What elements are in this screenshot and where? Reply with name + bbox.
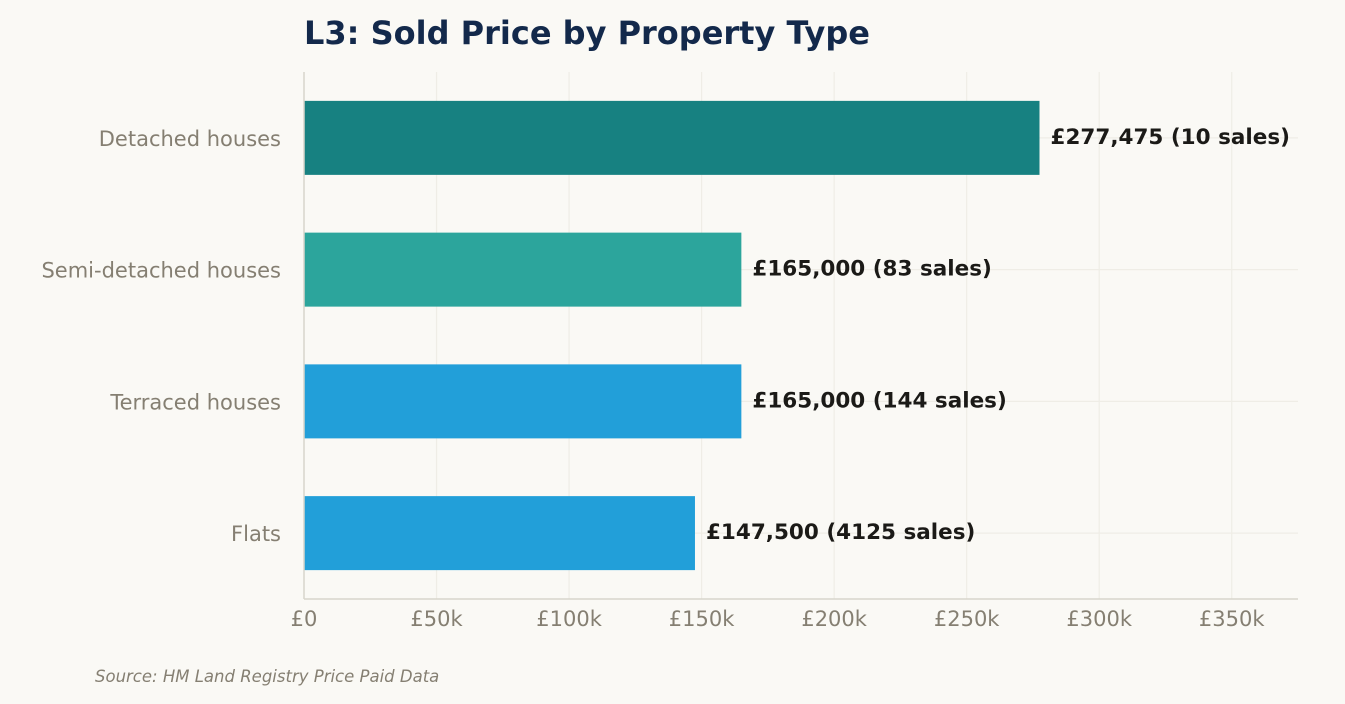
x-tick-label: £100k <box>536 607 602 631</box>
x-tick-label: £350k <box>1199 607 1265 631</box>
x-axis-ticks: £0 £50k £100k £150k £200k £250k £300k £350k <box>291 607 1266 631</box>
category-label: Terraced houses <box>109 390 281 414</box>
bar <box>304 496 695 571</box>
bar <box>304 100 1040 175</box>
category-label: Flats <box>231 522 281 546</box>
value-label: £165,000 (83 sales) <box>752 257 991 282</box>
x-tick-label: £150k <box>669 607 735 631</box>
category-label: Detached houses <box>99 127 281 151</box>
category-label: Semi-detached houses <box>41 259 281 283</box>
value-label: £147,500 (4125 sales) <box>706 520 975 545</box>
bars <box>304 100 1040 571</box>
bar <box>304 232 742 307</box>
x-tick-label: £250k <box>934 607 1000 631</box>
source-note: Source: HM Land Registry Price Paid Data <box>95 667 439 686</box>
bar <box>304 364 742 439</box>
value-label: £277,475 (10 sales) <box>1050 125 1289 150</box>
x-tick-label: £200k <box>801 607 867 631</box>
x-tick-label: £300k <box>1066 607 1132 631</box>
x-tick-label: £0 <box>291 607 318 631</box>
category-labels: Detached houses Semi-detached houses Terra… <box>41 127 281 546</box>
x-tick-label: £50k <box>410 607 463 631</box>
value-label: £165,000 (144 sales) <box>752 388 1006 413</box>
chart-title: L3: Sold Price by Property Type <box>304 14 870 52</box>
value-labels: £277,475 (10 sales) £165,000 (83 sales) £1… <box>706 125 1290 545</box>
